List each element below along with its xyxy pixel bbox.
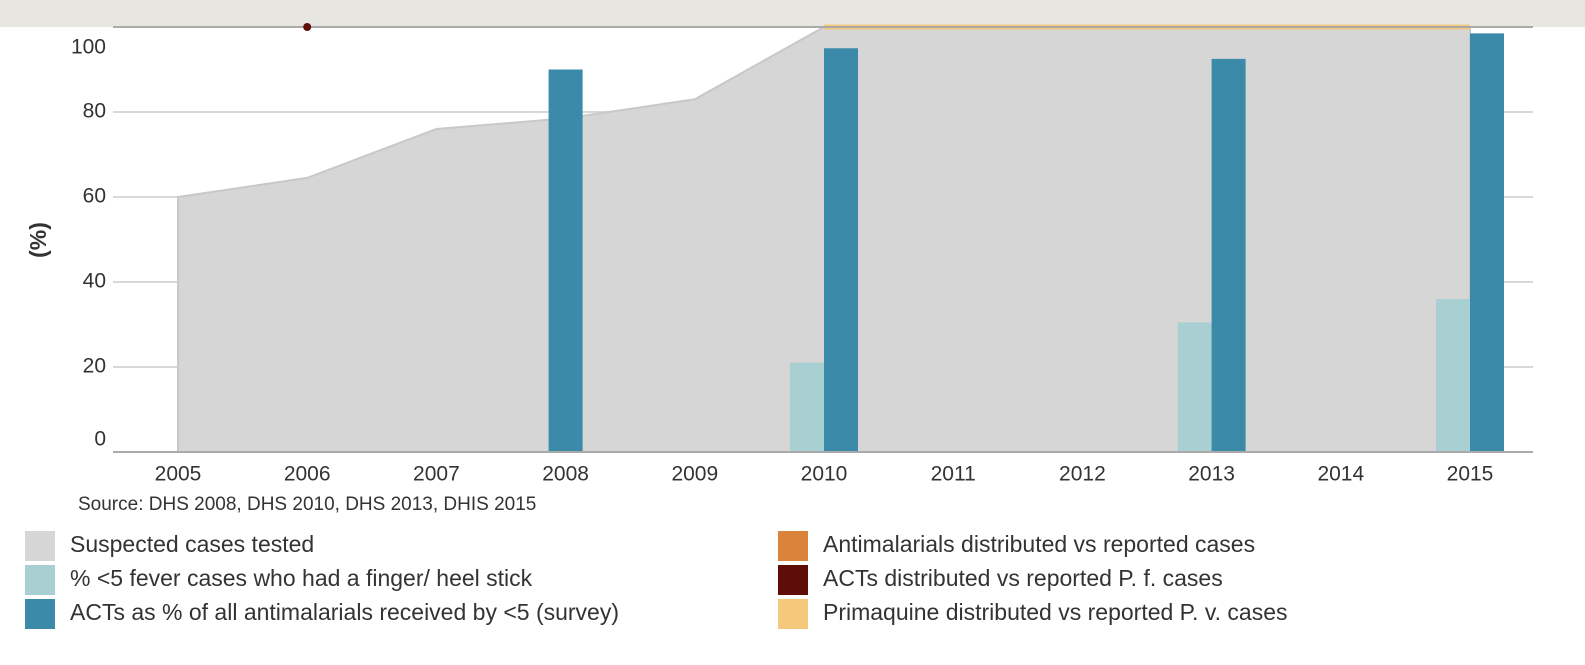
x-tick-label: 2008	[542, 463, 589, 486]
legend-label: Primaquine distributed vs reported P. v.…	[823, 599, 1288, 625]
y-tick-label: 100	[71, 36, 106, 59]
bar	[790, 362, 824, 452]
bar	[1470, 33, 1504, 452]
bar	[1436, 299, 1470, 452]
x-tick-label: 2006	[284, 463, 331, 486]
legend-swatch	[25, 565, 55, 595]
dot	[303, 23, 312, 31]
x-tick-label: 2012	[1059, 463, 1106, 486]
x-tick-label: 2007	[413, 463, 460, 486]
x-tick-label: 2011	[931, 463, 976, 486]
bar	[824, 48, 858, 452]
y-tick-label: 0	[94, 428, 106, 451]
bar	[1177, 322, 1212, 452]
y-axis-label: (%)	[25, 222, 51, 258]
legend-label: % <5 fever cases who had a finger/ heel …	[70, 565, 533, 591]
legend-swatch	[25, 599, 55, 629]
legend-swatch	[25, 531, 55, 561]
legend-swatch	[778, 531, 808, 561]
legend-label: Suspected cases tested	[70, 531, 314, 557]
legend-label: ACTs distributed vs reported P. f. cases	[823, 565, 1223, 591]
x-tick-label: 2005	[155, 463, 202, 486]
y-tick-label: 20	[83, 355, 106, 378]
legend-label: ACTs as % of all antimalarials received …	[70, 599, 619, 625]
source: Source: DHS 2008, DHS 2010, DHS 2013, DH…	[78, 494, 536, 515]
y-tick-label: 40	[83, 270, 106, 293]
bar	[548, 69, 583, 452]
legend-label: Antimalarials distributed vs reported ca…	[823, 531, 1255, 557]
x-tick-label: 2010	[801, 463, 848, 486]
legend-swatch	[778, 599, 808, 629]
legend-swatch	[778, 565, 808, 595]
y-tick-label: 60	[83, 185, 106, 208]
x-tick-label: 2013	[1188, 463, 1235, 486]
top-band	[0, 0, 1585, 27]
bar	[1211, 58, 1246, 452]
x-tick-label: 2009	[671, 463, 718, 486]
x-tick-label: 2015	[1447, 463, 1494, 486]
x-tick-label: 2014	[1317, 463, 1364, 486]
y-tick-label: 80	[83, 100, 106, 123]
